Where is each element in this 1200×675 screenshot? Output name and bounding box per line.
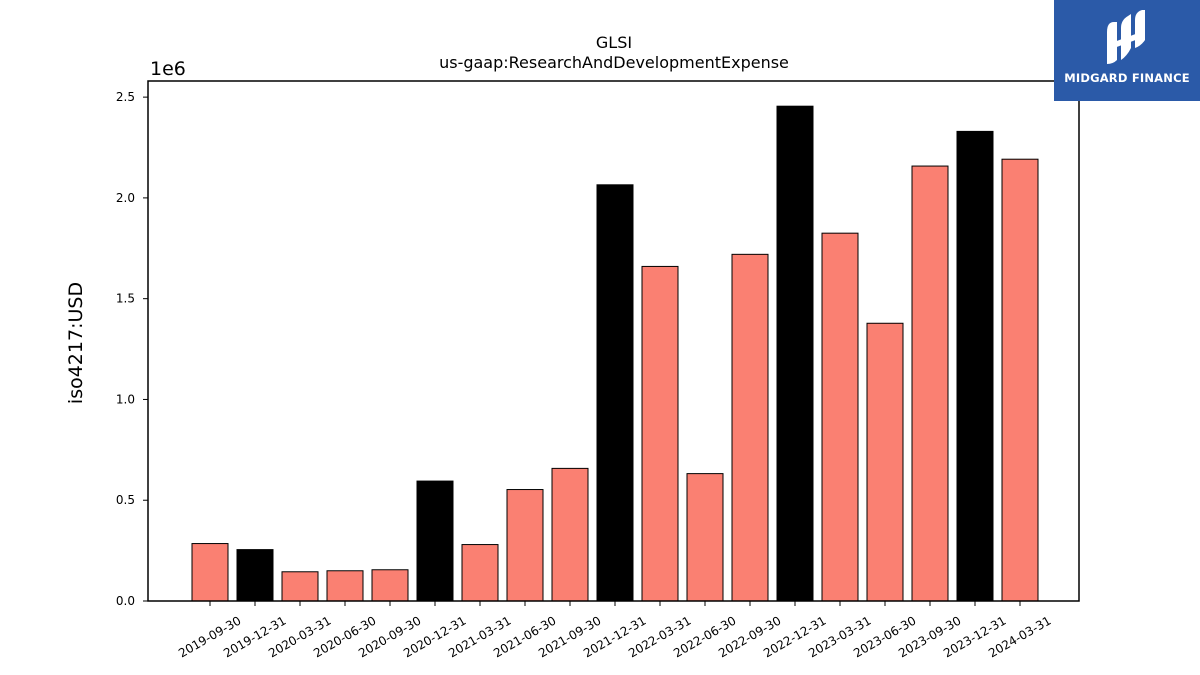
bar-2020-06-30 bbox=[326, 570, 364, 602]
chart-title: GLSI bbox=[596, 33, 632, 52]
bar-2022-06-30 bbox=[686, 473, 724, 602]
plot-frame bbox=[147, 80, 1080, 602]
bar-2020-12-31 bbox=[416, 480, 454, 602]
y-axis-label: iso4217:USD bbox=[65, 282, 87, 404]
bar-2023-12-31 bbox=[956, 130, 994, 602]
bars-group bbox=[191, 105, 1039, 602]
bar-2021-03-31 bbox=[461, 544, 499, 602]
y-tick-label: 1.0 bbox=[116, 392, 135, 406]
bar-2023-09-30 bbox=[911, 165, 949, 602]
y-tick-label: 0.0 bbox=[116, 594, 135, 608]
midgard-logo-icon bbox=[1107, 10, 1145, 64]
bar-2022-09-30 bbox=[731, 253, 769, 602]
chart-subtitle: us-gaap:ResearchAndDevelopmentExpense bbox=[439, 53, 789, 72]
y-ticks-group: 0.0 0.5 1.0 1.5 2.0 2.5 bbox=[116, 90, 148, 608]
bar-2020-09-30 bbox=[371, 569, 409, 602]
y-tick-label: 0.5 bbox=[116, 493, 135, 507]
bar-2021-09-30 bbox=[551, 467, 589, 602]
logo-text: MIDGARD FINANCE bbox=[1064, 71, 1190, 85]
brand-logo: MIDGARD FINANCE bbox=[1054, 0, 1200, 101]
bar-2020-03-31 bbox=[281, 571, 319, 602]
bar-2019-12-31 bbox=[236, 549, 274, 602]
bar-2019-09-30 bbox=[191, 543, 229, 602]
y-tick-label: 2.0 bbox=[116, 191, 135, 205]
x-ticks-group: 2019-09-302019-12-312020-03-312020-06-30… bbox=[176, 601, 1054, 660]
bar-2021-06-30 bbox=[506, 489, 544, 602]
y-tick-label: 2.5 bbox=[116, 90, 135, 104]
y-tick-label: 1.5 bbox=[116, 292, 135, 306]
bar-2021-12-31 bbox=[596, 184, 634, 602]
bar-2023-06-30 bbox=[866, 322, 904, 602]
bar-2022-03-31 bbox=[641, 265, 679, 602]
bar-2023-03-31 bbox=[821, 232, 859, 602]
y-scale-label: 1e6 bbox=[150, 58, 186, 80]
bar-2024-03-31 bbox=[1001, 158, 1039, 602]
bar-2022-12-31 bbox=[776, 105, 814, 602]
